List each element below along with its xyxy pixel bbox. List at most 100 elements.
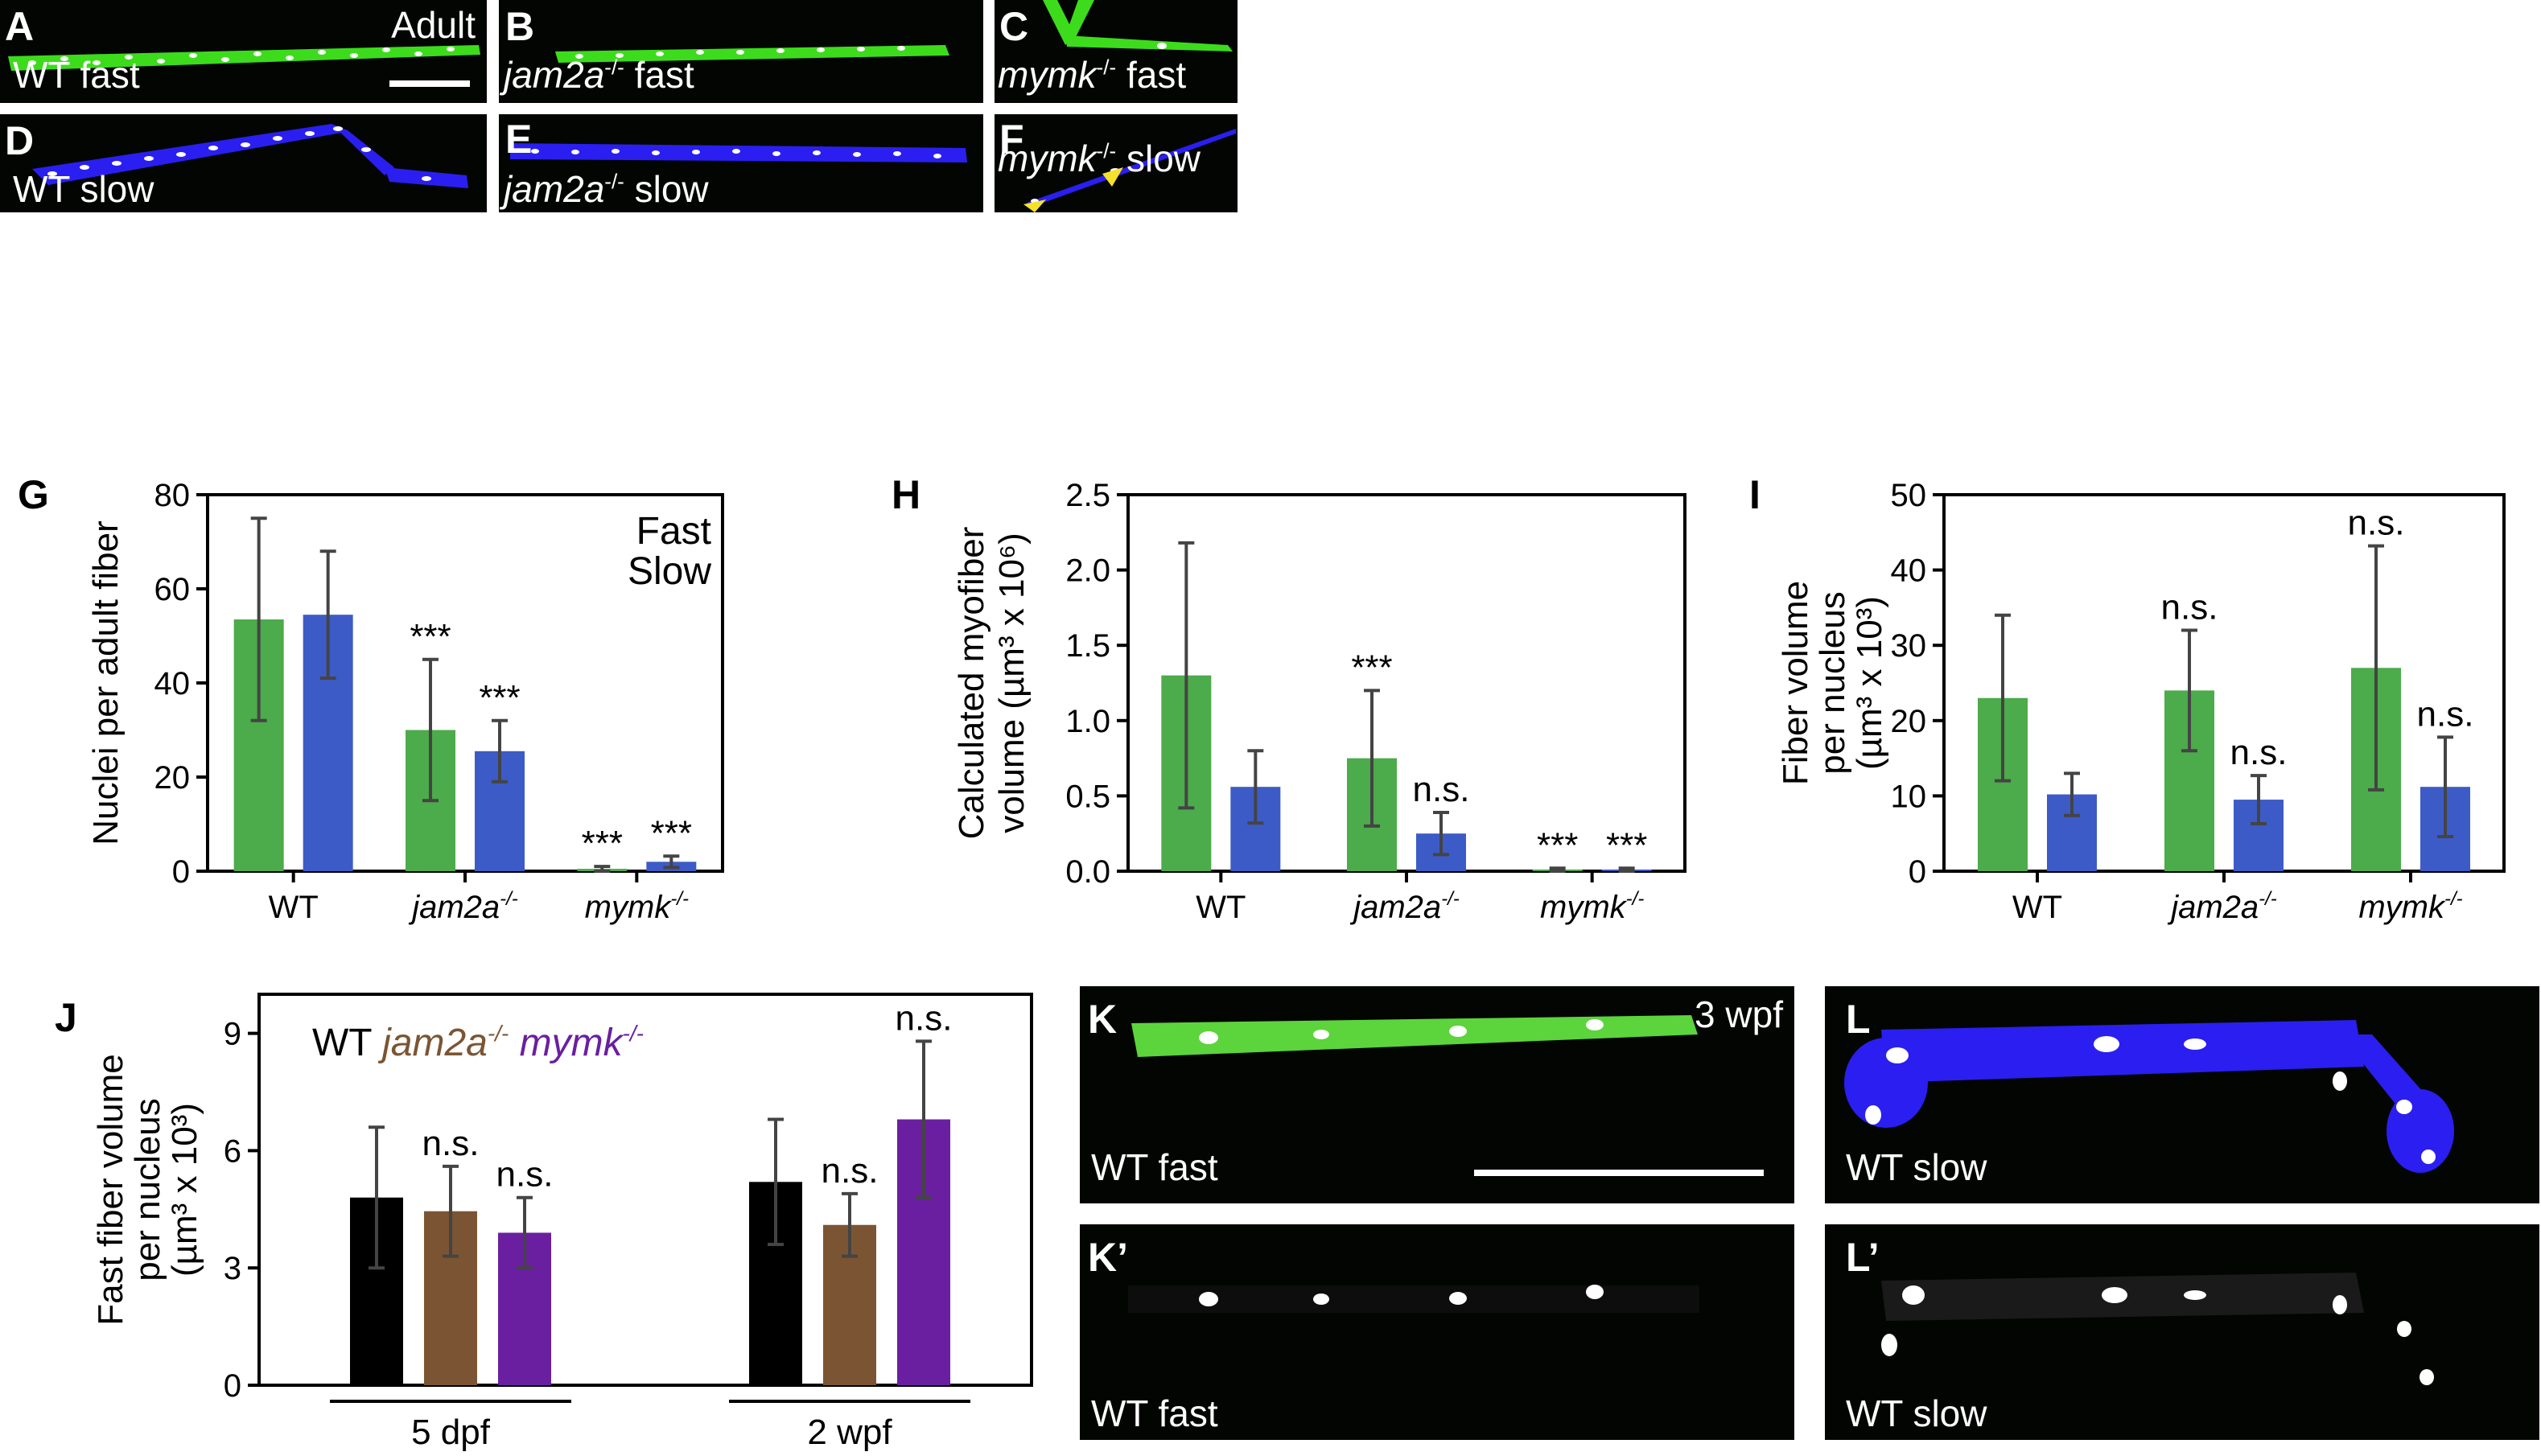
y-tick-label: 9 xyxy=(224,1017,241,1052)
panel-caption-c: mymk-/- fast xyxy=(998,54,1187,96)
significance-label: n.s. xyxy=(2417,694,2474,734)
significance-label: *** xyxy=(1606,825,1647,865)
y-axis-label: per nucleus xyxy=(128,1098,167,1281)
panel-caption-k-prime: WT fast xyxy=(1091,1392,1218,1434)
panel-d-wt-slow-image: D WT slow xyxy=(0,114,487,212)
panel-l-prime-nuclei-image: L’ WT slow xyxy=(1825,1224,2539,1440)
panel-label-b: B xyxy=(505,4,535,49)
panel-caption-e: jam2a-/- slow xyxy=(504,168,709,210)
panel-label-f: F xyxy=(999,117,1024,162)
scale-bar xyxy=(389,80,470,87)
panel-label-d: D xyxy=(5,118,35,163)
significance-label: *** xyxy=(651,813,692,853)
nuclei-illustration xyxy=(1881,1273,2434,1385)
y-tick-label: 1.0 xyxy=(1065,704,1110,739)
panel-label-l-prime: L’ xyxy=(1846,1235,1880,1280)
significance-label: n.s. xyxy=(2348,504,2405,543)
plot-frame xyxy=(1126,493,1686,873)
panel-label-c: C xyxy=(999,4,1029,49)
y-tick-label: 80 xyxy=(154,478,191,513)
panel-caption-f: mymk-/- slow xyxy=(998,138,1200,179)
panel-c-mymk-fast-image: C mymk-/- fast xyxy=(995,0,1238,103)
slow-fiber-illustration xyxy=(510,143,967,162)
significance-label: n.s. xyxy=(2161,587,2218,627)
panel-caption-a: WT fast xyxy=(13,54,140,96)
slow-fiber-illustration xyxy=(1844,1020,2454,1173)
y-axis-label: per nucleus xyxy=(1813,591,1852,774)
panel-a-wt-fast-image: A Adult WT fast xyxy=(0,0,487,103)
x-tick-label: mymk-/- xyxy=(2358,888,2462,925)
y-tick-label: 0.0 xyxy=(1065,854,1110,890)
significance-label: *** xyxy=(582,824,623,863)
panel-k-wt-fast-3wpf-image: K 3 wpf WT fast xyxy=(1080,986,1794,1203)
panel-caption-d: WT slow xyxy=(13,168,154,210)
y-tick-label: 0 xyxy=(224,1368,241,1404)
group-label: 2 wpf xyxy=(807,1413,892,1452)
x-tick-label: jam2a-/- xyxy=(2167,888,2277,925)
panel-caption-l-prime: WT slow xyxy=(1846,1392,1987,1434)
arrowhead-icon xyxy=(1102,167,1123,187)
y-tick-label: 60 xyxy=(154,572,191,607)
y-axis-label: Fast fiber volume xyxy=(91,1054,130,1325)
nuclei-illustration xyxy=(1128,1285,1699,1313)
slow-fiber-illustration xyxy=(32,124,468,188)
panel-caption-k: WT fast xyxy=(1091,1146,1218,1188)
x-tick-label: mymk-/- xyxy=(585,888,689,925)
group-label: 5 dpf xyxy=(411,1413,491,1452)
y-tick-label: 40 xyxy=(154,666,191,701)
y-tick-label: 0 xyxy=(172,854,190,890)
plot-frame xyxy=(257,993,1033,1387)
y-axis-label: Nuclei per adult fiber xyxy=(86,520,126,845)
scale-bar xyxy=(1474,1170,1764,1176)
y-tick-label: 30 xyxy=(1891,628,1927,664)
y-tick-label: 0 xyxy=(1909,854,1926,890)
panel-label-j: J xyxy=(55,995,77,1040)
significance-label: n.s. xyxy=(896,998,953,1038)
panel-l-wt-slow-3wpf-image: L WT slow xyxy=(1825,986,2539,1203)
y-tick-label: 6 xyxy=(224,1133,241,1169)
legend-slow: Slow xyxy=(628,550,711,593)
significance-label: n.s. xyxy=(422,1124,480,1163)
y-tick-label: 3 xyxy=(224,1251,241,1286)
panel-label-k-prime: K’ xyxy=(1088,1235,1128,1280)
y-axis-label: Calculated myofiber xyxy=(952,527,991,840)
x-tick-label: jam2a-/- xyxy=(408,888,518,925)
y-axis-label: (µm³ x 10³) xyxy=(1850,596,1889,770)
panel-caption-b: jam2a-/- fast xyxy=(504,54,694,96)
panel-label-l: L xyxy=(1846,997,1871,1042)
arrowhead-icon xyxy=(1023,199,1046,212)
y-axis-label: Fiber volume xyxy=(1776,581,1815,785)
panel-label-a: A xyxy=(5,4,35,49)
significance-label: *** xyxy=(479,678,520,718)
panel-label-h: H xyxy=(892,472,921,517)
fast-fiber-illustration xyxy=(1043,0,1233,51)
significance-label: n.s. xyxy=(1413,770,1470,809)
slow-fiber-illustration xyxy=(1023,129,1236,212)
plot-frame xyxy=(1942,493,2506,873)
panel-label-i: I xyxy=(1749,472,1761,517)
significance-label: n.s. xyxy=(822,1151,879,1191)
panel-f-mymk-slow-image: F mymk-/- slow xyxy=(995,114,1238,212)
x-tick-label: mymk-/- xyxy=(1540,888,1644,925)
legend-fast: Fast xyxy=(636,510,711,553)
significance-label: *** xyxy=(1351,648,1392,687)
y-tick-label: 20 xyxy=(1891,704,1927,739)
significance-label: n.s. xyxy=(496,1155,554,1195)
panel-b-jam2a-fast-image: B jam2a-/- fast xyxy=(499,0,983,103)
y-axis-label: volume (µm³ x 10⁶) xyxy=(992,533,1032,833)
significance-label: *** xyxy=(1537,825,1578,865)
y-tick-label: 2.0 xyxy=(1065,553,1110,589)
x-tick-label: jam2a-/- xyxy=(1349,888,1460,925)
y-tick-label: 40 xyxy=(1891,553,1927,589)
fast-fiber-illustration xyxy=(1131,1015,1698,1057)
stage-label-3wpf: 3 wpf xyxy=(1695,993,1783,1035)
significance-label: n.s. xyxy=(2230,733,2288,772)
y-axis-label: (µm³ x 10³) xyxy=(165,1103,204,1277)
x-tick-label: WT xyxy=(269,890,319,925)
stage-label-adult: Adult xyxy=(391,4,476,46)
y-tick-label: 1.5 xyxy=(1065,628,1110,664)
panel-label-k: K xyxy=(1088,997,1118,1042)
significance-label: *** xyxy=(410,617,451,656)
panel-label-e: E xyxy=(505,117,533,162)
